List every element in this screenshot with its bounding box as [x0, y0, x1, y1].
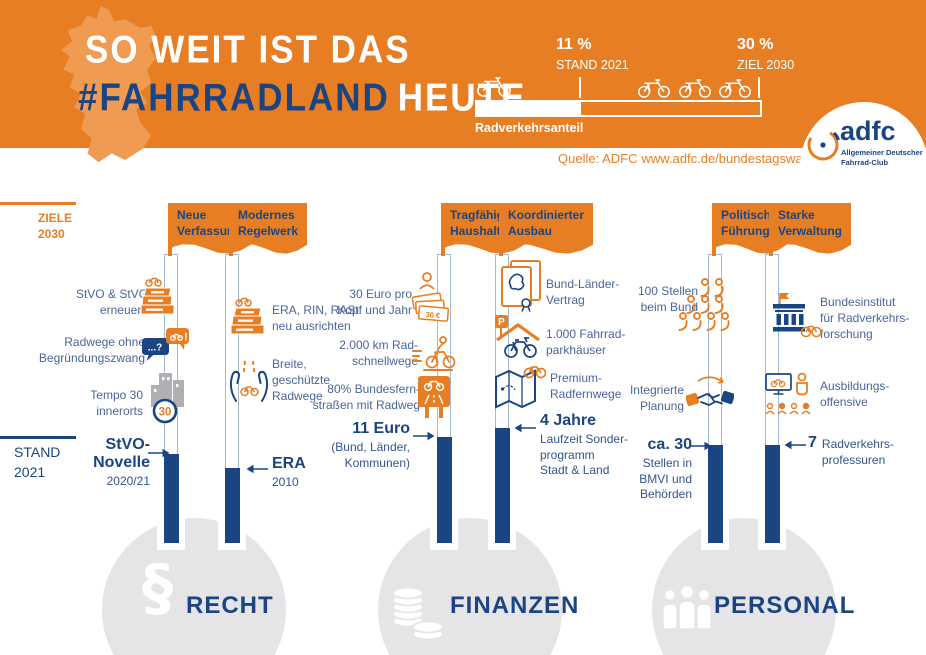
goal-label: Integrierte Planung	[629, 383, 684, 414]
progress-bar-label: Radverkehrsanteil	[475, 121, 584, 135]
goal-label: 100 Stellen beim Bund	[637, 284, 698, 315]
goal-label: 1.000 Fahrrad- parkhäuser	[546, 327, 626, 358]
goal-label: 30 Euro pro Kopf und Jahr	[337, 287, 412, 318]
staff-group-icon	[678, 278, 730, 331]
source-label: Quelle: ADFC	[558, 151, 638, 166]
header-banner: SO WEIT IST DAS #FAHRRADLAND HEUTE 11 % S…	[0, 0, 926, 230]
status-ca-30: ca. 30 Stellen in BMVI und Behörden	[639, 436, 692, 502]
goal-label: Bund-Länder- Vertrag	[546, 277, 620, 308]
arrow-left-icon	[246, 464, 268, 474]
goal-axis-label: ZIELE 2030	[38, 211, 73, 242]
svg-text:P: P	[498, 317, 505, 328]
thermometer-fill	[764, 445, 780, 543]
goal-label: StVO & StVG erneuern	[75, 287, 148, 318]
bicycle-icon	[679, 79, 711, 98]
progress-tick-current	[579, 77, 581, 98]
thermometer-fill	[494, 428, 510, 543]
goal-axis-rule	[0, 202, 76, 205]
goal-label: Radwege ohne Begründungszwang	[38, 335, 145, 366]
progress-tick-goal	[758, 77, 760, 98]
arrow-right-icon	[413, 431, 435, 441]
category-circle-recht: § RECHT	[102, 518, 286, 655]
goal-label: Breite, geschützte Radwege	[272, 357, 331, 404]
paragraph-icon: §	[142, 551, 173, 624]
adfc-wheel-icon	[807, 129, 840, 161]
route-map-icon	[495, 366, 546, 409]
svg-text:!: !	[184, 332, 188, 344]
thermometer-starke-verwaltung	[764, 254, 780, 543]
category-circle-personal: PERSONAL	[652, 518, 854, 655]
goal-label: Premium- Radfernwege	[550, 371, 622, 402]
protected-lane-icon	[229, 360, 269, 402]
goal-label: Ausbildungs- offensive	[820, 379, 890, 410]
hashtag-text: #FAHRRADLAND	[78, 76, 390, 120]
arrow-right-icon	[148, 448, 170, 458]
category-title-recht: RECHT	[186, 592, 274, 619]
svg-text:30 €: 30 €	[425, 310, 441, 320]
germany-map-icon	[61, 6, 156, 163]
handshake-icon	[686, 376, 734, 407]
adfc-subtitle: Allgemeiner Deutscher Fahrrad-Club	[841, 148, 923, 167]
bicycle-icon	[719, 79, 751, 98]
bicycle-icon	[477, 77, 511, 97]
status-stvo-novelle: StVO- Novelle 2020/21	[93, 436, 150, 488]
progress-current-value: 11 %	[556, 36, 592, 53]
thermometer-fill	[224, 468, 240, 543]
adfc-brand-text: adfc	[840, 116, 896, 146]
status-7-professuren: 7 Radverkehrs- professuren	[808, 434, 894, 467]
rulebooks-icon	[140, 277, 175, 315]
tempo-30-icon: 30	[151, 373, 184, 424]
fast-cyclist-icon	[412, 336, 456, 371]
euro-per-capita-icon: 30 €	[411, 272, 450, 322]
bicycle-icon	[638, 79, 670, 98]
category-circle-finanzen: FINANZEN	[378, 518, 578, 655]
main-title-line2: #FAHRRADLAND HEUTE	[78, 76, 526, 121]
institute-icon	[773, 293, 822, 338]
status-axis-label: STAND 2021	[14, 444, 61, 480]
adfc-logo: adfc Allgemeiner Deutscher Fahrrad-Club	[800, 102, 926, 230]
thermometer-fill	[707, 445, 723, 543]
contract-icon	[501, 260, 541, 312]
progress-bar-fill	[477, 102, 581, 115]
progress-goal-caption: ZIEL 2030	[737, 58, 795, 72]
thermometer-fill	[436, 436, 452, 543]
progress-goal-value: 30 %	[737, 36, 774, 53]
source-line: Quelle: ADFC www.adfc.de/bundestagswahl20…	[558, 151, 842, 166]
svg-text:...?: ...?	[148, 343, 162, 354]
status-11-euro: 11 Euro (Bund, Länder, Kommunen)	[331, 420, 410, 470]
bike-parking-icon: P	[495, 315, 540, 358]
goal-label: Tempo 30 innerorts	[90, 388, 143, 419]
status-era: ERA 2010	[272, 455, 306, 489]
goal-label: ERA, RIN, RASt neu ausrichten	[272, 303, 359, 334]
status-axis-rule	[0, 436, 76, 439]
thermometer-fill	[163, 453, 179, 543]
goal-label: 2.000 km Rad- schnellwege	[339, 338, 418, 369]
main-title-line1: SO WEIT IST DAS	[85, 28, 411, 72]
category-title-finanzen: FINANZEN	[450, 592, 580, 619]
team-icon	[662, 584, 712, 630]
progress-bar	[475, 100, 762, 117]
category-title-personal: PERSONAL	[714, 592, 856, 619]
goal-label: Bundesinstitut für Radverkehrs- forschun…	[820, 295, 910, 342]
goal-label: 80% Bundesfern- straßen mit Radweg	[312, 382, 420, 413]
coins-icon	[392, 586, 444, 641]
status-4-jahre: 4 Jahre Laufzeit Sonder- programm Stadt …	[540, 412, 629, 478]
bike-road-sign-icon	[418, 376, 450, 418]
svg-text:30: 30	[159, 407, 172, 419]
progress-current-caption: STAND 2021	[556, 58, 629, 72]
arrow-right-icon	[690, 441, 712, 451]
rulebooks-icon	[230, 297, 265, 335]
arrow-left-icon	[784, 440, 806, 450]
dialogue-icon: ...? !	[142, 328, 189, 361]
arrow-left-icon	[514, 423, 536, 433]
source-url[interactable]: www.adfc.de/bundestagswahl2021	[641, 151, 842, 166]
training-icon	[765, 372, 811, 415]
